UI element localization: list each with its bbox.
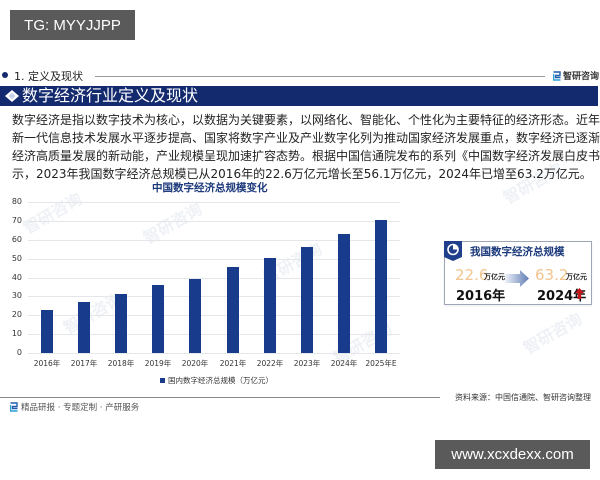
gridline [28, 240, 400, 241]
panel-title: 我国数字经济总规模 [470, 246, 565, 258]
bar-2024年 [338, 234, 350, 353]
end-unit: 万亿元 [566, 273, 587, 281]
url-badge: www.xcxdexx.com [435, 440, 590, 469]
bar-2020年 [189, 279, 201, 353]
start-year: 2016年 [456, 289, 506, 304]
gridline [28, 202, 400, 203]
page-title: 数字经济行业定义及现状 [22, 86, 199, 105]
gridline [28, 221, 400, 222]
bar-2019年 [152, 285, 164, 353]
end-value: 63.2 [535, 266, 569, 284]
y-axis-tick-label: 50 [11, 254, 22, 263]
header-bar [0, 86, 598, 106]
start-value: 22.6 [455, 266, 489, 284]
gridline [28, 353, 400, 354]
bar-2021年 [227, 267, 239, 353]
x-axis-tick-label: 2023年 [293, 359, 321, 368]
y-axis-tick-label: 80 [11, 197, 22, 206]
y-axis-tick-label: 70 [11, 216, 22, 225]
bar-2022年 [264, 258, 276, 353]
gridline [28, 278, 400, 279]
section-label: 1. 定义及现状 [14, 70, 83, 83]
x-axis-tick-label: 2016年 [33, 359, 61, 368]
gridline [28, 259, 400, 260]
chart-title: 中国数字经济总规模变化 [152, 182, 268, 194]
brand-logo-text: 智研咨询 [563, 72, 600, 82]
gridline [28, 334, 400, 335]
start-unit: 万亿元 [484, 273, 505, 281]
chart-circle-icon [444, 241, 462, 261]
y-axis-tick-label: 40 [11, 273, 22, 282]
section-bullet-icon [2, 72, 8, 78]
y-axis-tick-label: 60 [11, 235, 22, 244]
y-axis-tick-label: 10 [11, 329, 22, 338]
summary-panel [444, 241, 592, 305]
footer-divider [0, 397, 440, 398]
footer-tagline-text: 精品研报 · 专题定制 · 产研服务 [21, 403, 140, 413]
chart-legend: 国内数字经济总规模（万亿元） [160, 375, 273, 386]
description-paragraph: 数字经济是指以数字技术为核心，以数据为关键要素，以网络化、智能化、个性化为主要特… [12, 111, 600, 183]
x-axis-tick-label: 2017年 [70, 359, 98, 368]
x-axis-tick-label: 2018年 [107, 359, 135, 368]
x-axis-tick-label: 2025年E [365, 359, 397, 368]
paragraph-line: 新一代信息技术发展水平逐步提高、国家将数字产业及产业数字化列为推动国家经济发展重… [12, 131, 600, 145]
legend-swatch [160, 378, 165, 383]
x-axis-tick-label: 2024年 [330, 359, 358, 368]
bar-2018年 [115, 294, 127, 353]
up-arrow-icon [575, 288, 584, 299]
paragraph-line: 示，2023年我国数字经济总规模已从2016年的22.6万亿元增长至56.1万亿… [12, 167, 592, 181]
y-axis-tick-label: 0 [16, 348, 22, 357]
end-year: 2024年 [537, 289, 587, 304]
x-axis-tick-label: 2020年 [181, 359, 209, 368]
paragraph-line: 经济高质量发展的新动能，产业规模呈现加速扩容态势。根据中国信通院发布的系列《中国… [12, 149, 600, 163]
gridline [28, 315, 400, 316]
right-arrow-icon [505, 270, 529, 287]
x-axis-tick-label: 2021年 [219, 359, 247, 368]
x-axis-tick-label: 2019年 [144, 359, 172, 368]
bar-2025年E [375, 220, 387, 353]
section-divider [95, 76, 545, 77]
footer-tagline: 精品研报 · 专题定制 · 产研服务 [10, 401, 139, 413]
y-axis-tick-label: 20 [11, 310, 22, 319]
brand-logo-icon [10, 402, 18, 412]
paragraph-line: 数字经济是指以数字技术为核心，以数据为关键要素，以网络化、智能化、个性化为主要特… [12, 113, 600, 127]
x-axis-tick-label: 2022年 [256, 359, 284, 368]
watermark: 智研咨询 [520, 309, 586, 358]
brand-logo-icon [553, 70, 561, 81]
legend-label: 国内数字经济总规模（万亿元） [168, 376, 273, 385]
gridline [28, 296, 400, 297]
diamond-icon [5, 90, 19, 102]
bar-2023年 [301, 247, 313, 353]
y-axis-tick-label: 30 [11, 291, 22, 300]
data-source: 资料来源：中国信通院、智研咨询整理 [455, 393, 591, 402]
bar-2017年 [78, 302, 90, 353]
brand-logo: 智研咨询 [553, 69, 599, 82]
bar-2016年 [41, 310, 53, 353]
watermark: 智研咨询 [20, 189, 86, 238]
tg-badge: TG: MYYJJPP [10, 10, 135, 40]
